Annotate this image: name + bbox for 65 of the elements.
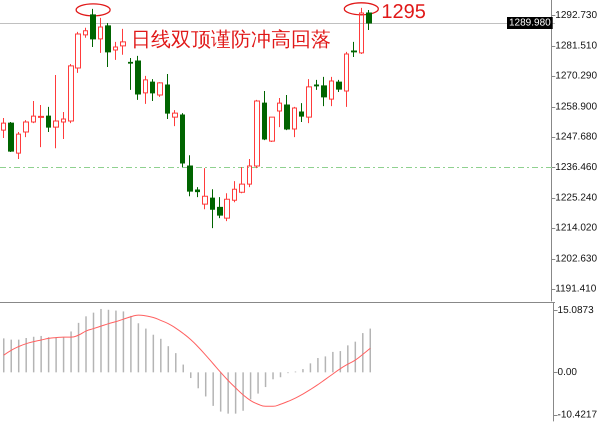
candlestick <box>277 97 282 128</box>
candlestick <box>16 132 21 160</box>
candlestick <box>366 9 372 30</box>
candlestick <box>1 117 6 138</box>
candlestick <box>202 168 208 210</box>
annotation: 1295 <box>381 0 426 23</box>
y-tick-label: 1292.730 <box>555 10 598 22</box>
ref-line-label: 1289.980 <box>509 18 552 28</box>
y-tick-label: 1270.290 <box>555 70 598 82</box>
candlestick <box>292 106 297 138</box>
candlestick <box>113 41 118 60</box>
candlestick <box>150 78 155 102</box>
candlestick <box>344 51 349 108</box>
candlestick <box>314 79 319 90</box>
candlestick <box>187 154 193 197</box>
candlestick <box>217 196 223 219</box>
candlestick <box>336 79 342 93</box>
y-tick-label: 1258.900 <box>555 101 598 112</box>
candlestick <box>98 17 103 54</box>
line-series <box>3 314 371 407</box>
candlestick <box>195 186 200 198</box>
candlestick <box>172 110 178 127</box>
candlestick <box>38 104 44 148</box>
candlestick <box>165 73 170 120</box>
candlestick <box>83 27 88 38</box>
candlestick <box>232 180 237 203</box>
y-tick-label: -10.4217 <box>558 409 598 420</box>
y-tick-label: 1225.240 <box>555 192 598 204</box>
candlestick <box>23 120 29 138</box>
candlestick <box>284 94 290 131</box>
candlestick <box>105 22 111 68</box>
candlestick <box>135 55 141 100</box>
candlestick <box>157 82 163 98</box>
candlestick <box>90 8 96 48</box>
candlestick <box>46 106 51 133</box>
text: 日线双顶谨防冲高回落 <box>131 28 331 51</box>
candlestick <box>128 58 133 90</box>
y-tick-label: 1236.460 <box>555 162 598 173</box>
candlestick <box>359 7 364 54</box>
candlestick <box>224 192 230 222</box>
candlestick <box>306 78 312 124</box>
candlestick <box>143 75 148 104</box>
candlestick <box>61 112 66 140</box>
y-tick-label: 1281.510 <box>555 40 598 52</box>
candlestick <box>269 116 275 142</box>
y-tick-label: 15.0873 <box>558 305 594 316</box>
candlestick <box>254 99 260 169</box>
candlestick <box>299 102 304 123</box>
candlestick <box>120 28 126 56</box>
candlestick <box>239 166 245 194</box>
candlestick <box>329 76 334 107</box>
candlestick <box>351 41 357 58</box>
candlestick <box>247 158 252 188</box>
candlestick <box>262 90 267 141</box>
candlestick <box>8 122 14 152</box>
y-tick-label: 1214.020 <box>555 222 598 234</box>
candlestick <box>321 76 327 107</box>
y-tick-label: 0.00 <box>558 366 578 378</box>
candlestick <box>180 112 185 168</box>
y-tick-label: 1191.410 <box>555 284 597 295</box>
y-tick-label: 1247.680 <box>555 132 598 143</box>
candlestick <box>31 100 36 124</box>
candlestick <box>210 188 215 229</box>
candlestick <box>53 74 59 149</box>
y-tick-label: 1202.630 <box>555 253 598 264</box>
